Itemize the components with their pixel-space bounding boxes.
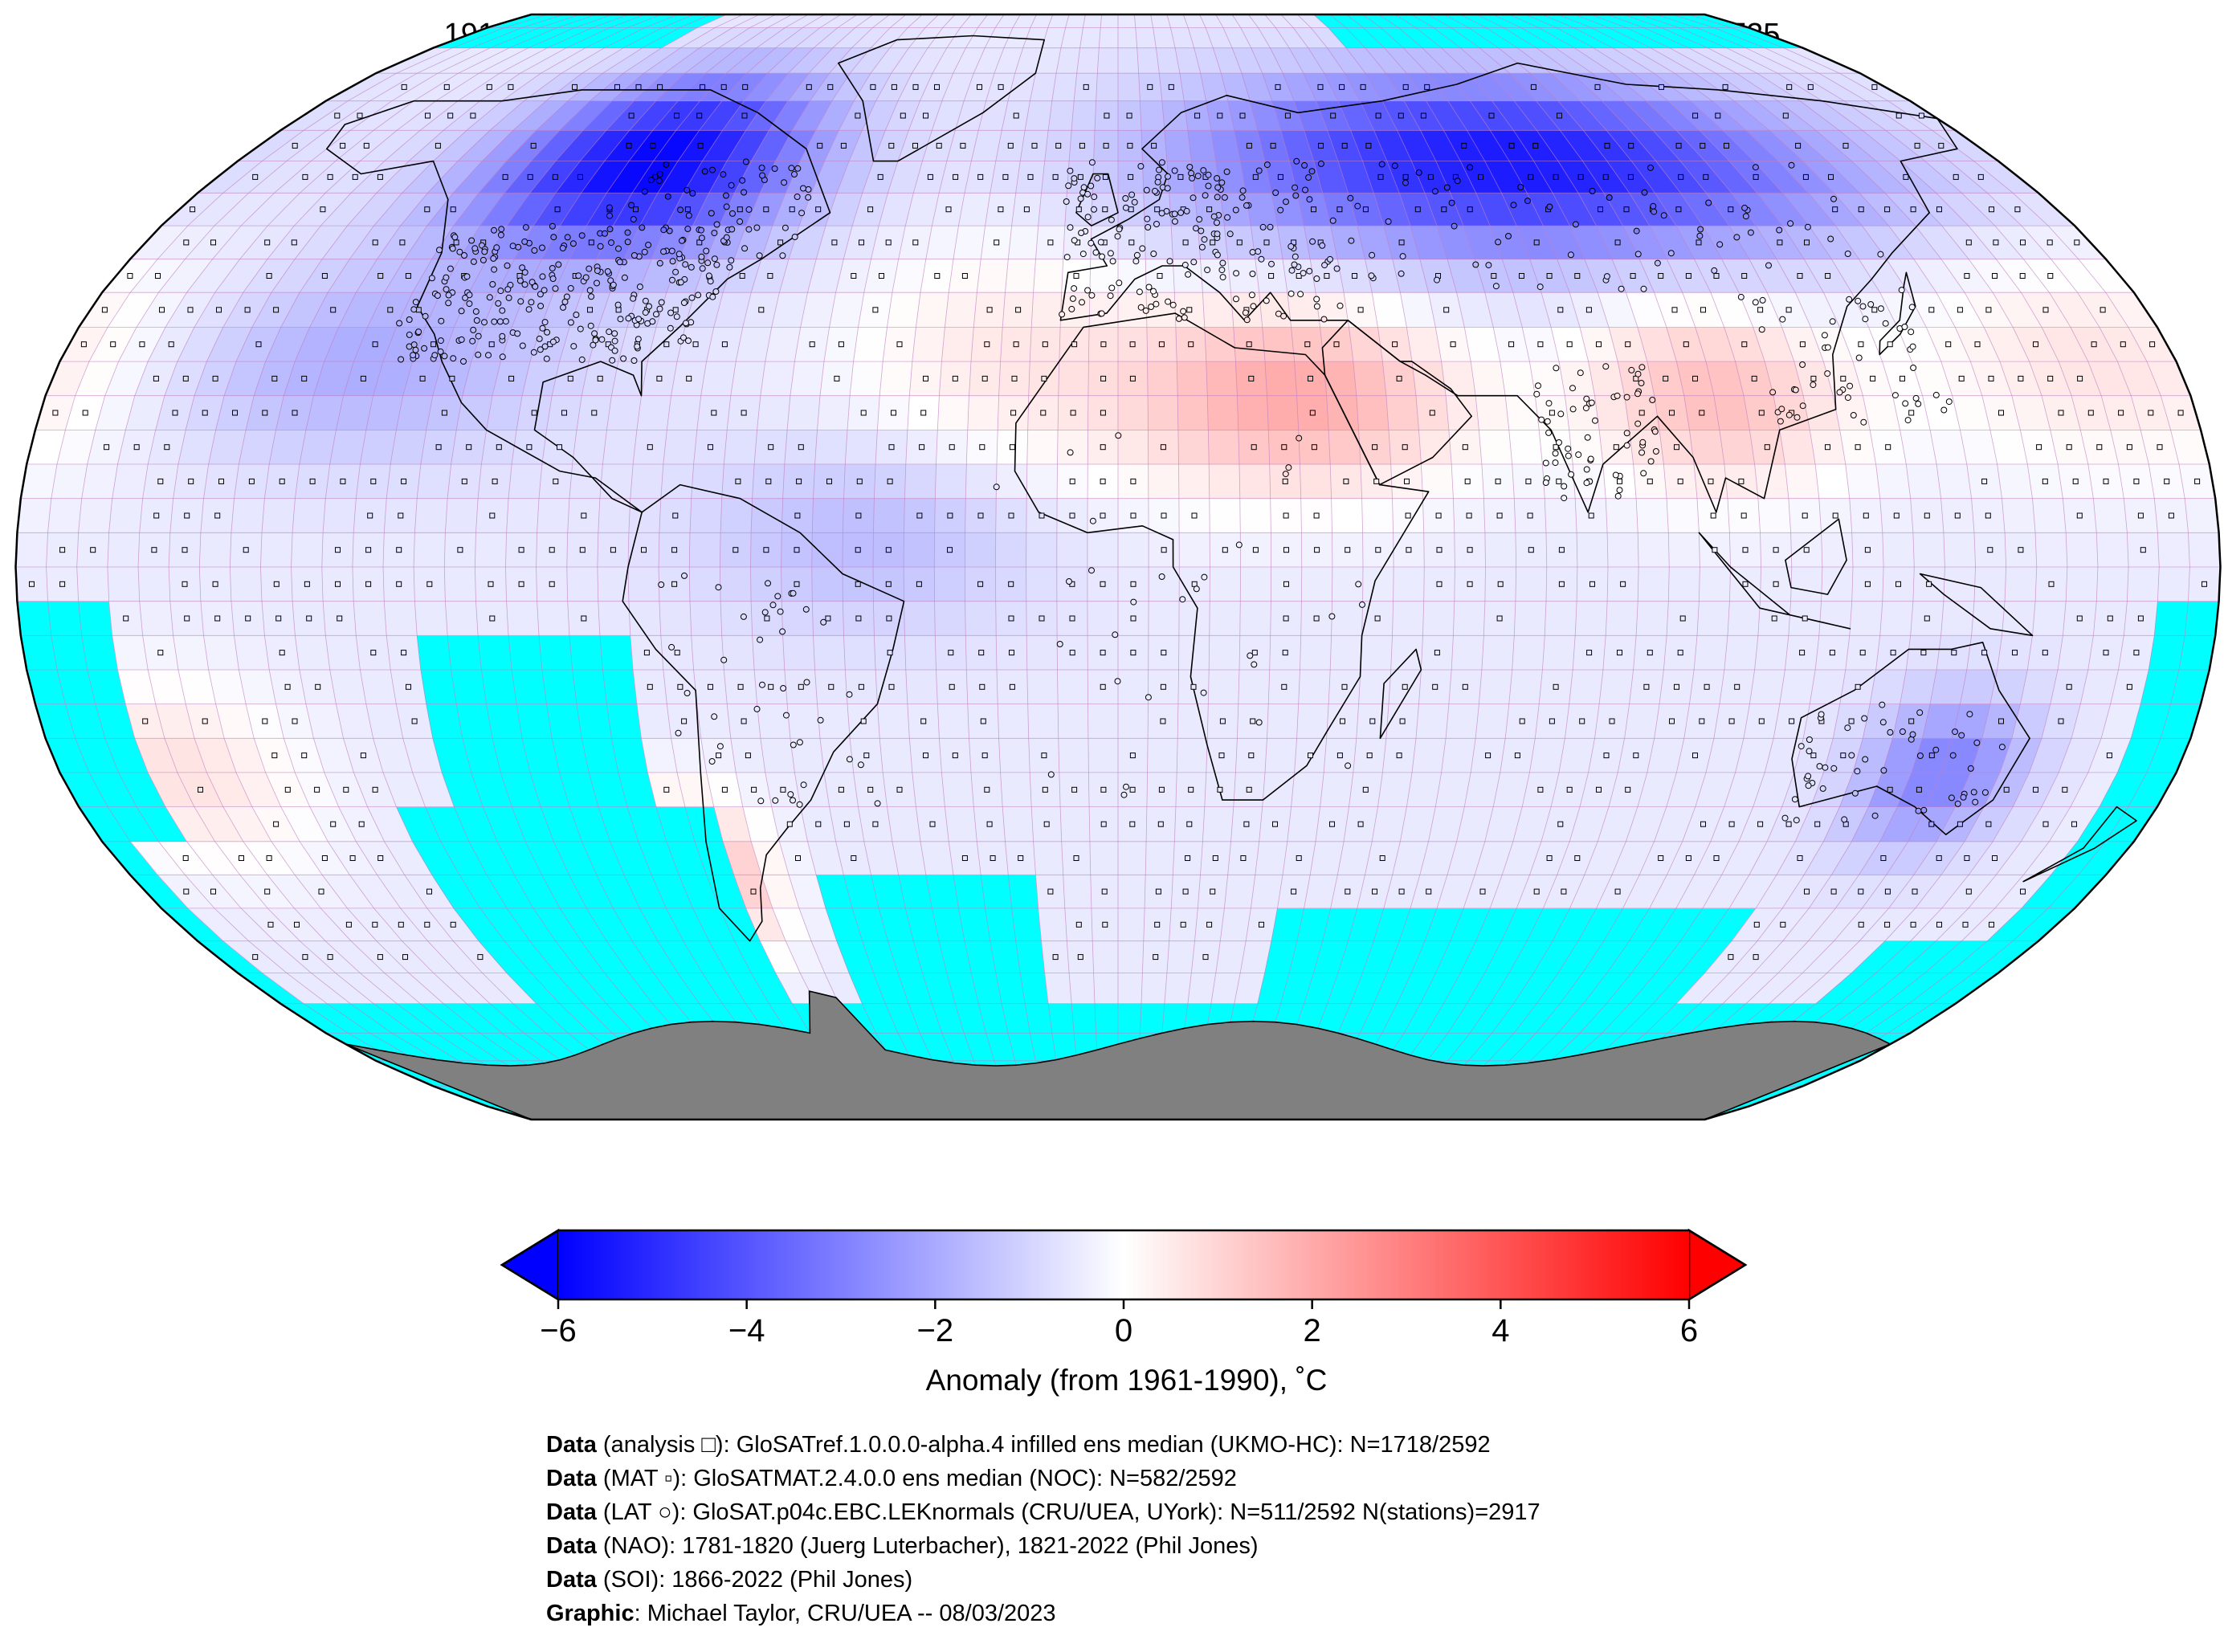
colorbar-ticks — [557, 1299, 1691, 1309]
credit-line: Data (LAT ○): GloSAT.p04c.EBC.LEKnormals… — [546, 1499, 1540, 1525]
credit-line: Data (SOI): 1866-2022 (Phil Jones) — [546, 1567, 913, 1593]
credits-block: Data (analysis □): GloSATref.1.0.0.0-alp… — [546, 1428, 1540, 1630]
colorbar-gradient — [558, 1230, 1689, 1299]
tick-label: −6 — [540, 1313, 577, 1348]
credit-line: Data (analysis □): GloSATref.1.0.0.0-alp… — [546, 1432, 1491, 1458]
tick-label: 0 — [1114, 1313, 1133, 1348]
credit-line: Graphic: Michael Taylor, CRU/UEA -- 08/0… — [546, 1601, 1056, 1626]
colorbar-extend-min — [500, 1228, 560, 1302]
tick-label: 4 — [1492, 1313, 1510, 1348]
credit-line: Data (NAO): 1781-1820 (Juerg Luterbacher… — [546, 1533, 1259, 1559]
credit-line: Data (MAT ▫): GloSATMAT.2.4.0.0 ens medi… — [546, 1466, 1237, 1491]
tick-label: 6 — [1679, 1313, 1699, 1348]
tick-label: 2 — [1303, 1313, 1321, 1348]
tick-label: −2 — [916, 1313, 954, 1348]
tick-label: −4 — [728, 1313, 765, 1348]
colorbar-extend-max — [1687, 1228, 1748, 1302]
colorbar-label: Anomaly (from 1961-1990), ˚C — [925, 1364, 1328, 1397]
